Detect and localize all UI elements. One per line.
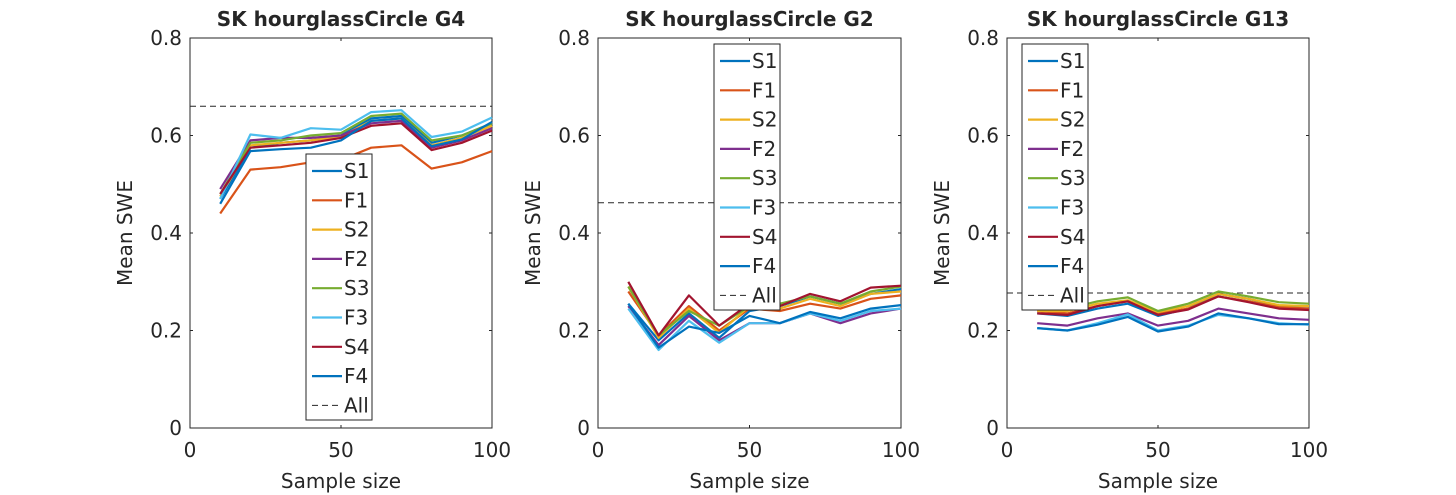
legend-label: F3 [1060, 196, 1084, 220]
x-tick-label: 0 [184, 438, 197, 462]
y-tick-label: 0 [986, 416, 999, 440]
y-tick-label: 0.8 [150, 26, 182, 50]
chart-panel-2: 0 50 100 0 0.2 0.4 0.6 0.8 SK hourglassCircle G2… [521, 7, 920, 493]
legend-label: S3 [752, 166, 777, 190]
legend-label: S1 [752, 49, 777, 73]
legend-label: F2 [1060, 137, 1084, 161]
y-tick-label: 0.8 [558, 26, 590, 50]
series-line-f3 [219, 109, 493, 200]
x-axis-label: Sample size [281, 469, 401, 493]
legend-label: F2 [752, 137, 776, 161]
legend-label: F1 [344, 188, 368, 212]
legend: S1 F1 S2 F2 S3 F3 S4 F4 All [713, 43, 781, 311]
series-line-f4 [1037, 312, 1309, 333]
legend-label: F3 [344, 306, 368, 330]
y-axis-label: Mean SWE [113, 180, 137, 286]
y-tick-label: 0.6 [967, 124, 999, 148]
series-line-s1 [219, 114, 493, 200]
legend-label: All [344, 393, 369, 417]
chart-title: SK hourglassCircle G13 [1027, 7, 1289, 31]
legend-label: S3 [1060, 166, 1085, 190]
y-tick-label: 0.2 [558, 319, 590, 343]
legend: S1 F1 S2 F2 S3 F3 S4 F4 All [1021, 43, 1089, 311]
y-tick-label: 0.2 [150, 319, 182, 343]
legend-label: F4 [752, 254, 776, 278]
x-tick-label: 0 [592, 438, 605, 462]
legend-label: S1 [344, 159, 369, 183]
x-axis-label: Sample size [1098, 469, 1218, 493]
x-tick-label: 50 [328, 438, 353, 462]
x-tick-label: 0 [1001, 438, 1014, 462]
y-tick-label: 0.4 [967, 221, 999, 245]
legend-label: S4 [344, 335, 369, 359]
series-line-f3 [627, 307, 902, 352]
y-tick-label: 0 [577, 416, 590, 440]
legend-label: S2 [752, 108, 777, 132]
legend-label: F1 [1060, 78, 1084, 102]
legend-label: All [1060, 283, 1085, 307]
legend-label: S4 [1060, 225, 1085, 249]
y-tick-label: 0.6 [558, 124, 590, 148]
series-line-f2 [1037, 307, 1310, 327]
y-tick-label: 0.4 [150, 221, 182, 245]
chart-title: SK hourglassCircle G4 [217, 7, 465, 31]
legend-label: F4 [344, 364, 368, 388]
x-tick-label: 100 [1290, 438, 1328, 462]
x-tick-label: 100 [882, 438, 920, 462]
y-tick-label: 0.2 [967, 319, 999, 343]
series-line-f4 [219, 117, 493, 205]
y-axis-label: Mean SWE [930, 180, 954, 286]
legend-label: F2 [344, 247, 368, 271]
legend-label: S2 [1060, 108, 1085, 132]
x-tick-label: 50 [1145, 438, 1170, 462]
y-axis-label: Mean SWE [521, 180, 545, 286]
chart-title: SK hourglassCircle G2 [625, 7, 873, 31]
legend: S1 F1 S2 F2 S3 F3 S4 F4 All [305, 153, 373, 421]
chart-panel-1: 0 50 100 0 0.2 0.4 0.6 0.8 SK hourglassCircle G4… [113, 7, 511, 493]
legend-label: F1 [752, 78, 776, 102]
y-tick-label: 0.8 [967, 26, 999, 50]
x-tick-label: 100 [473, 438, 511, 462]
series-line-f4 [627, 303, 902, 349]
y-tick-label: 0 [169, 416, 182, 440]
legend-label: S1 [1060, 49, 1085, 73]
x-tick-label: 50 [737, 438, 762, 462]
legend-label: S4 [752, 225, 777, 249]
x-axis-label: Sample size [689, 469, 809, 493]
legend-label: All [752, 283, 777, 307]
y-tick-label: 0.4 [558, 221, 590, 245]
legend-label: S3 [344, 276, 369, 300]
legend-label: F3 [752, 196, 776, 220]
legend-label: S2 [344, 218, 369, 242]
chart-panel-3: 0 50 100 0 0.2 0.4 0.6 0.8 SK hourglassCircle G1… [930, 7, 1328, 493]
y-tick-label: 0.6 [150, 124, 182, 148]
series-line-s3 [219, 112, 493, 195]
legend-label: F4 [1060, 254, 1084, 278]
